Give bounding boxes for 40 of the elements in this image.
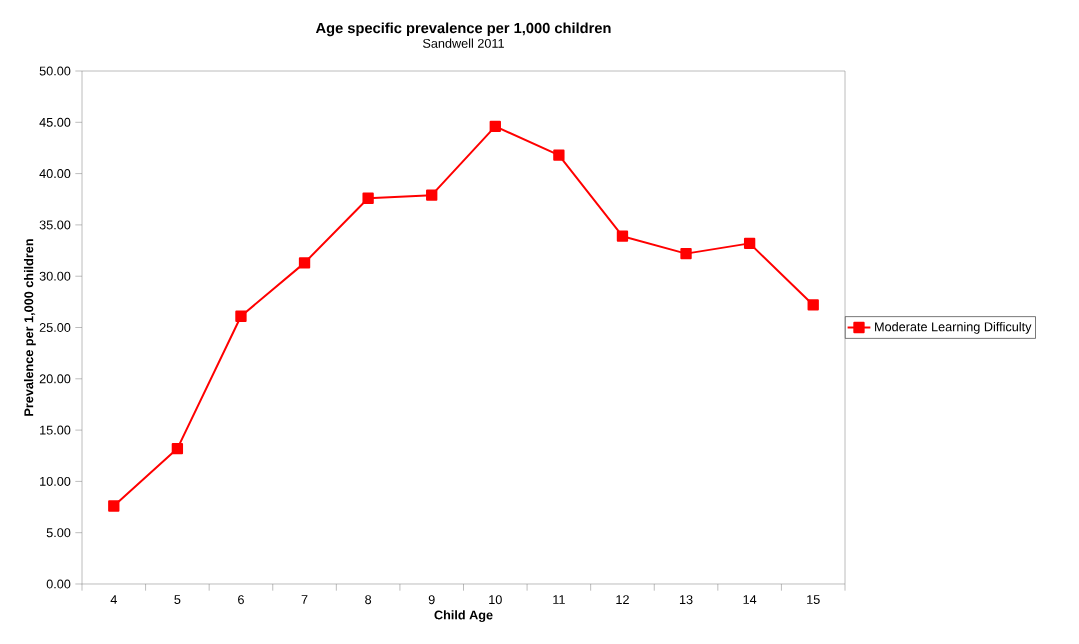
x-tick-label: 9	[428, 595, 435, 605]
point	[235, 310, 247, 322]
x-tick-label: 8	[365, 595, 372, 605]
chart-title: Age specific prevalence per 1,000 children	[315, 22, 611, 37]
x-tick-label: 12	[616, 595, 629, 604]
y-axis-title: Prevalence per 1,000 children	[23, 239, 36, 416]
y-tick-label: 35.00	[39, 220, 71, 230]
y-tick-label: 50.00	[39, 66, 71, 76]
x-tick-label: 15	[807, 595, 820, 604]
y-tick-label: 0.00	[46, 579, 71, 589]
x-tick-label: 7	[301, 595, 308, 604]
y-tick-label: 10.00	[40, 476, 71, 486]
y-tick-label: 25.00	[39, 323, 71, 332]
point	[680, 247, 692, 260]
point	[362, 192, 374, 204]
x-tick-label: 11	[553, 595, 565, 604]
y-tick-label: 20.00	[39, 374, 71, 384]
x-tick-label: 13	[679, 595, 693, 605]
point	[171, 442, 184, 455]
point	[298, 257, 311, 269]
y-tick-label: 5.00	[46, 528, 71, 538]
x-tick-label: 5	[174, 595, 181, 604]
legend-label: Moderate Learning Difficulty	[875, 321, 1032, 334]
chart-subtitle: Sandwell 2011	[423, 38, 504, 48]
x-tick-label: 14	[743, 595, 757, 604]
y-tick-label: 40.00	[39, 169, 71, 179]
point	[426, 189, 438, 201]
x-tick-label: 6	[238, 595, 244, 605]
point	[108, 500, 120, 512]
point	[616, 230, 629, 242]
point	[743, 237, 756, 250]
x-tick-label: 10	[489, 595, 502, 605]
y-tick-label: 30.00	[39, 271, 71, 281]
y-tick-label: 45.00	[39, 117, 71, 127]
point	[489, 120, 501, 133]
point	[807, 299, 819, 311]
x-axis-title: Child Age	[434, 610, 493, 623]
point	[553, 149, 565, 161]
x-tick-label: 4	[110, 595, 117, 604]
y-tick-label: 15.00	[40, 425, 71, 435]
